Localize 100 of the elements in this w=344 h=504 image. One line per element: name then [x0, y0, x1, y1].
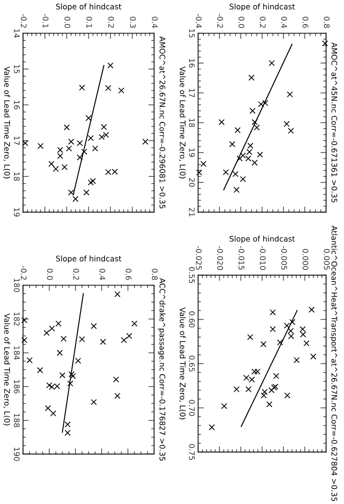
point [289, 319, 296, 326]
point [126, 332, 132, 339]
point [245, 386, 252, 392]
point [142, 138, 148, 145]
point [234, 186, 240, 193]
point [300, 331, 306, 338]
point [44, 405, 51, 412]
point [100, 124, 107, 130]
point [247, 142, 254, 149]
point [245, 155, 252, 162]
point [60, 336, 67, 342]
point [92, 145, 98, 152]
point [273, 373, 280, 380]
point [254, 124, 260, 131]
point [90, 178, 96, 184]
point [62, 164, 68, 170]
point [76, 154, 83, 160]
point [26, 357, 33, 364]
point [118, 88, 124, 94]
point [240, 176, 246, 182]
point [268, 60, 275, 66]
point [21, 337, 28, 344]
point [196, 170, 202, 176]
point [240, 152, 246, 159]
point [286, 91, 293, 98]
point [70, 373, 76, 380]
point [258, 101, 264, 108]
point [48, 325, 55, 332]
point [308, 306, 315, 313]
point [67, 380, 74, 387]
point [59, 372, 66, 378]
point [68, 138, 74, 145]
point [22, 140, 28, 146]
point [284, 120, 290, 127]
point [88, 135, 94, 142]
point [86, 115, 92, 122]
point [38, 142, 44, 149]
point [266, 401, 272, 408]
point [218, 119, 225, 126]
point [75, 358, 82, 364]
point [232, 170, 238, 178]
point [64, 124, 70, 130]
point [105, 84, 112, 92]
point [260, 341, 266, 348]
point [248, 74, 254, 81]
point [234, 127, 241, 134]
point [55, 320, 62, 327]
point [236, 155, 243, 162]
point [288, 328, 294, 334]
point [79, 336, 86, 342]
point [107, 62, 114, 68]
point [90, 323, 97, 330]
point [52, 166, 59, 172]
point [262, 100, 268, 106]
point [64, 421, 71, 428]
point [310, 354, 316, 360]
point [88, 179, 94, 186]
point [66, 145, 72, 152]
point [64, 430, 71, 436]
point [114, 291, 120, 298]
point [46, 382, 52, 388]
point [57, 152, 64, 160]
point [37, 367, 44, 374]
point [284, 322, 290, 329]
point [50, 410, 56, 416]
point [222, 169, 229, 176]
point [284, 392, 290, 398]
point [252, 119, 258, 126]
point [277, 339, 284, 346]
point [288, 128, 294, 134]
point [83, 189, 90, 196]
point [303, 340, 310, 346]
point [300, 326, 306, 332]
point [252, 160, 258, 166]
point [270, 309, 276, 316]
point [251, 368, 258, 375]
point [48, 160, 54, 167]
point [294, 357, 300, 364]
point [250, 108, 256, 114]
point [246, 148, 252, 155]
point [288, 333, 294, 340]
point [254, 368, 260, 375]
point [270, 326, 276, 332]
point [131, 320, 138, 327]
point [81, 148, 88, 155]
point [72, 196, 78, 202]
point [234, 386, 240, 392]
point [100, 338, 106, 345]
point [200, 160, 206, 167]
point [229, 141, 236, 148]
point [57, 146, 64, 153]
point [256, 152, 264, 158]
point [113, 376, 120, 382]
point [68, 371, 75, 378]
point [221, 403, 228, 410]
point [322, 40, 328, 46]
point [79, 84, 86, 91]
point [56, 350, 63, 356]
point [120, 337, 127, 344]
point [114, 392, 120, 399]
